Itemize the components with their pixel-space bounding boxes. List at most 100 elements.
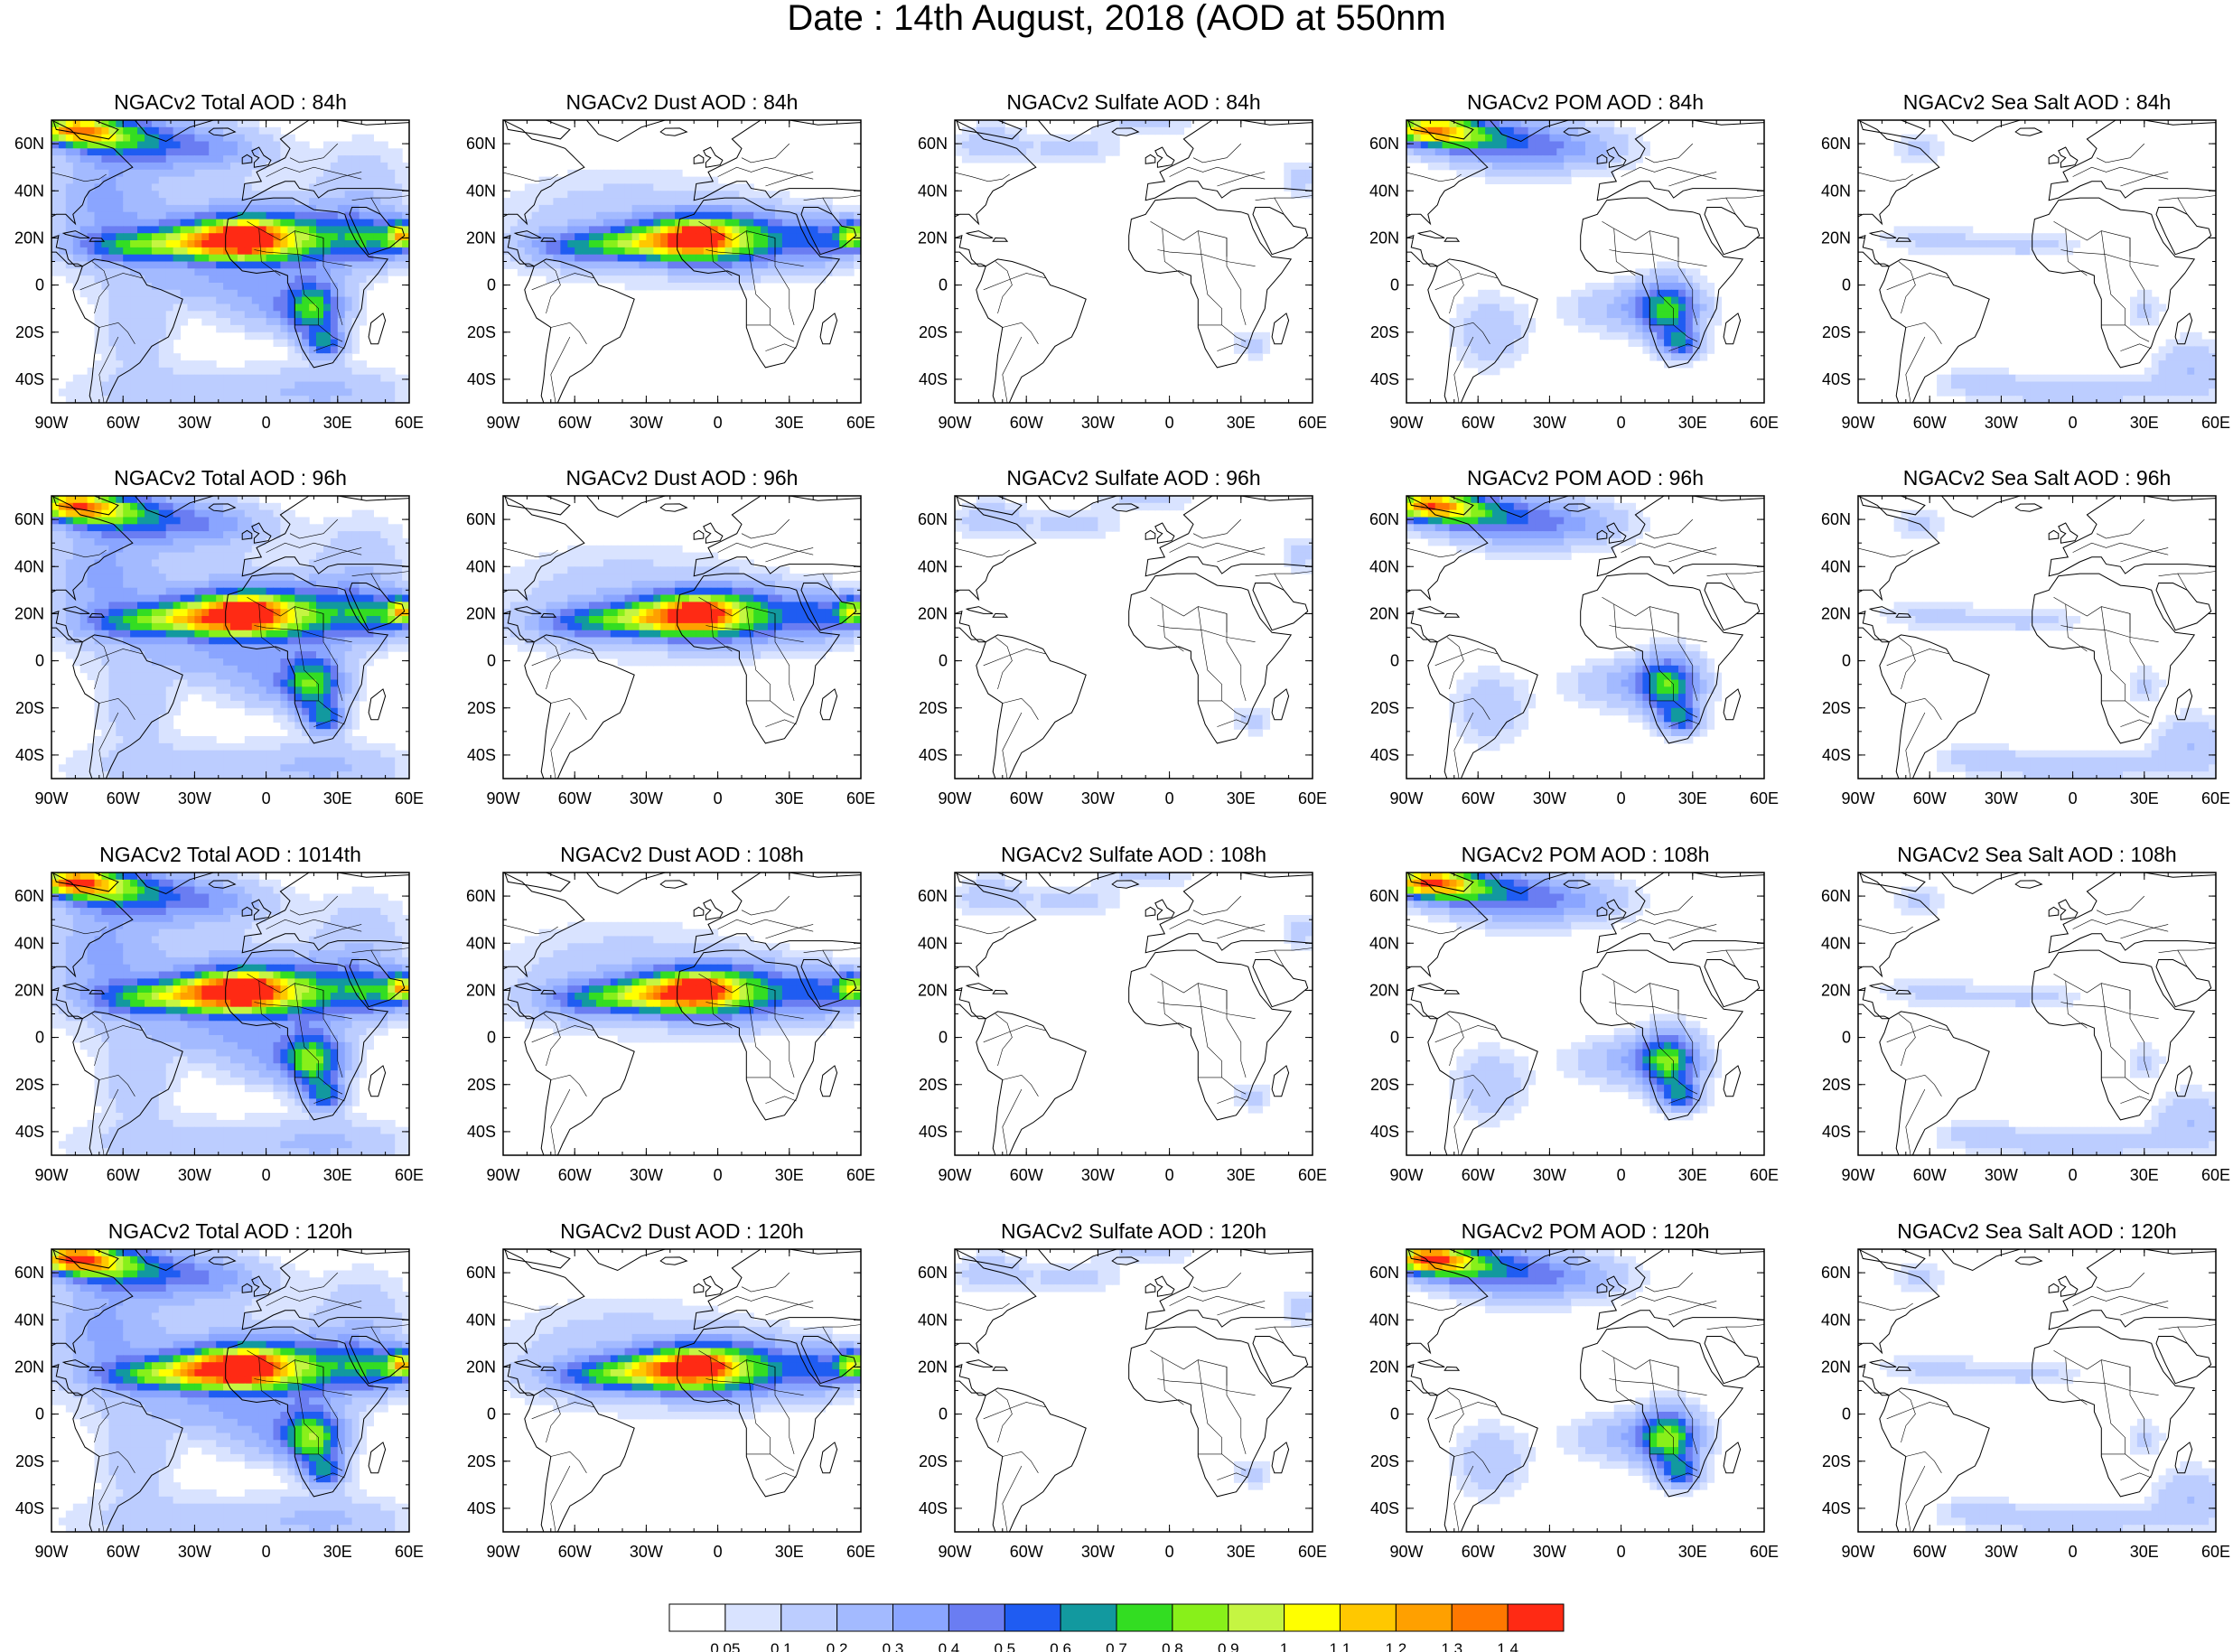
lat-tick-label: 0	[487, 1029, 496, 1047]
panel-title: NGACv2 Total AOD : 96h	[114, 466, 347, 490]
colorbar-label: 1.1	[1330, 1640, 1351, 1652]
lon-tick-label: 30W	[1081, 1543, 1115, 1561]
coastlines	[1858, 496, 2216, 779]
coastlines	[1406, 120, 1764, 403]
aod-field	[1406, 1249, 1723, 1505]
lat-tick-label: 20N	[1821, 981, 1851, 999]
lat-tick-label: 40N	[1821, 182, 1851, 200]
lat-tick-label: 20S	[1822, 699, 1851, 717]
lat-tick-label: 0	[1390, 276, 1399, 294]
lat-tick-label: 40N	[1369, 934, 1399, 952]
lon-tick-label: 90W	[1841, 1166, 1874, 1184]
aod-field	[503, 1298, 861, 1420]
lat-tick-label: 0	[35, 1029, 44, 1047]
lat-tick-label: 20S	[15, 1076, 44, 1094]
lat-tick-label: 40N	[1369, 1311, 1399, 1329]
coastlines	[503, 496, 861, 779]
lon-tick-label: 60W	[558, 1543, 592, 1561]
map-panel-seasalt: NGACv2 Sea Salt AOD : 108h 60N 40N 20N 0 20S 4…	[1821, 843, 2230, 1184]
lon-tick-label: 60E	[395, 789, 424, 807]
lon-tick-label: 30E	[1227, 1543, 1256, 1561]
coastlines	[503, 1249, 861, 1532]
lon-tick-label: 30E	[1678, 1543, 1707, 1561]
lon-tick-label: 30W	[1985, 789, 2018, 807]
lon-tick-label: 30E	[775, 1543, 804, 1561]
colorbar-label: 0.9	[1218, 1640, 1239, 1652]
lat-tick-label: 20N	[14, 981, 44, 999]
aod-field	[503, 169, 861, 291]
lon-tick-label: 0	[262, 1543, 271, 1561]
lon-tick-label: 0	[2069, 1166, 2078, 1184]
colorbar-swatch	[1340, 1603, 1397, 1632]
lon-tick-label: 30W	[630, 789, 663, 807]
colorbar-label: 0.6	[1050, 1640, 1071, 1652]
lat-tick-label: 0	[1842, 276, 1851, 294]
map-panel-sulfate: NGACv2 Sulfate AOD : 96h 60N 40N 20N 0 20S 40S…	[918, 466, 1327, 807]
lon-tick-label: 60E	[395, 1166, 424, 1184]
lat-tick-label: 40N	[466, 934, 496, 952]
lat-tick-label: 40S	[467, 746, 496, 764]
lon-tick-label: 60E	[395, 1543, 424, 1561]
lat-tick-label: 40S	[1370, 746, 1399, 764]
lon-tick-label: 60E	[846, 1543, 875, 1561]
colorbar-swatch	[1395, 1603, 1453, 1632]
lon-tick-label: 30W	[630, 1543, 663, 1561]
panel-title: NGACv2 Sea Salt AOD : 108h	[1897, 843, 2176, 866]
lon-tick-label: 30W	[1081, 1166, 1115, 1184]
lon-tick-label: 30E	[775, 789, 804, 807]
lat-tick-label: 20S	[467, 699, 496, 717]
lat-tick-label: 20N	[1821, 229, 1851, 247]
lon-tick-label: 30W	[1081, 789, 1115, 807]
lon-tick-label: 60W	[1010, 789, 1043, 807]
lat-tick-label: 40S	[467, 1499, 496, 1517]
lat-tick-label: 60N	[1821, 510, 1851, 528]
lon-tick-label: 30W	[1533, 414, 1566, 432]
aod-field	[51, 120, 409, 403]
lat-tick-label: 0	[1390, 652, 1399, 670]
lat-tick-label: 40S	[919, 370, 948, 388]
lat-tick-label: 0	[939, 1405, 948, 1423]
lon-tick-label: 60E	[1298, 414, 1327, 432]
lon-tick-label: 60W	[107, 1543, 140, 1561]
lon-tick-label: 60W	[558, 1166, 592, 1184]
lon-tick-label: 0	[1165, 789, 1174, 807]
map-panel-seasalt: NGACv2 Sea Salt AOD : 84h 60N 40N 20N 0 20S 40…	[1821, 90, 2230, 432]
lat-tick-label: 40N	[466, 557, 496, 575]
map-panel-pom: NGACv2 POM AOD : 84h 60N 40N 20N 0 20S 40S 90W 6…	[1369, 90, 1779, 432]
coastlines	[1406, 873, 1764, 1155]
lon-tick-label: 60W	[1913, 1166, 1947, 1184]
lon-tick-label: 30W	[1081, 414, 1115, 432]
lat-tick-label: 60N	[466, 135, 496, 153]
lat-tick-label: 0	[487, 1405, 496, 1423]
coastlines	[51, 120, 409, 403]
aod-field	[955, 120, 1313, 361]
map-panel-sulfate: NGACv2 Sulfate AOD : 120h 60N 40N 20N 0 20S 40…	[918, 1219, 1327, 1561]
panel-title: NGACv2 Sea Salt AOD : 120h	[1897, 1219, 2176, 1243]
aod-field	[1406, 120, 1723, 376]
lat-tick-label: 60N	[1821, 887, 1851, 905]
coastlines	[51, 496, 409, 779]
lat-tick-label: 40S	[1370, 1123, 1399, 1141]
map-panel-pom: NGACv2 POM AOD : 120h 60N 40N 20N 0 20S 40S 90W…	[1369, 1219, 1779, 1561]
lat-tick-label: 0	[487, 652, 496, 670]
lat-tick-label: 20S	[1370, 1452, 1399, 1470]
lat-tick-label: 20S	[1822, 323, 1851, 341]
lon-tick-label: 30E	[1227, 789, 1256, 807]
coastlines	[1858, 873, 2216, 1155]
aod-field	[503, 545, 861, 667]
lon-tick-label: 0	[1617, 1543, 1626, 1561]
map-panel-seasalt: NGACv2 Sea Salt AOD : 120h 60N 40N 20N 0 20S 4…	[1821, 1219, 2230, 1561]
lat-tick-label: 40N	[1821, 1311, 1851, 1329]
lat-tick-label: 40N	[466, 1311, 496, 1329]
lon-tick-label: 90W	[938, 1543, 971, 1561]
lon-tick-label: 90W	[34, 1543, 68, 1561]
lon-tick-label: 30W	[1533, 1166, 1566, 1184]
lon-tick-label: 0	[714, 414, 723, 432]
map-panel-sulfate: NGACv2 Sulfate AOD : 108h 60N 40N 20N 0 20S 40…	[918, 843, 1327, 1184]
map-panel-dust: NGACv2 Dust AOD : 108h 60N 40N 20N 0 20S 40S 90…	[466, 843, 875, 1184]
colorbar-label: 0.1	[771, 1640, 792, 1652]
aod-field	[1879, 1263, 2216, 1532]
lat-tick-label: 60N	[918, 135, 948, 153]
lat-tick-label: 40S	[15, 746, 44, 764]
colorbar-label: 0.4	[939, 1640, 960, 1652]
